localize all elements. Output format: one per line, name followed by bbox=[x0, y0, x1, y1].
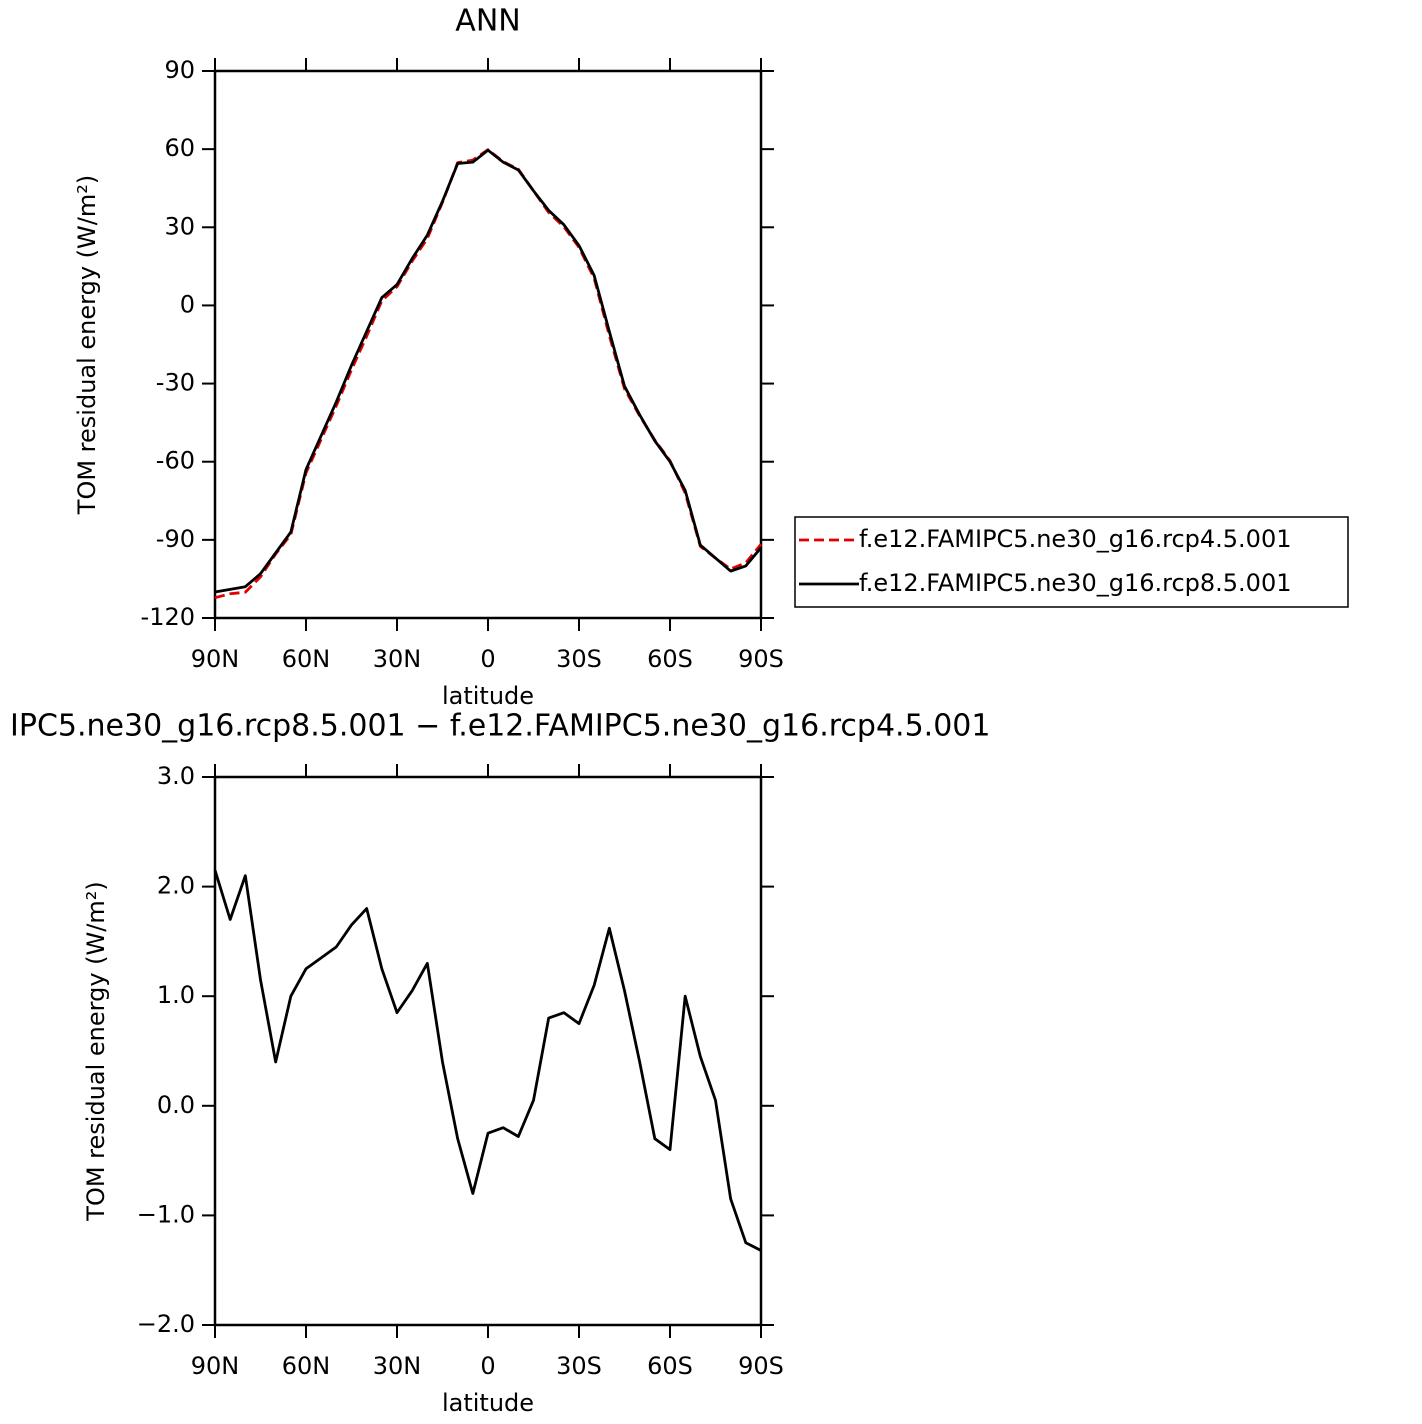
y-tick-label: −1.0 bbox=[137, 1200, 195, 1228]
series-line bbox=[213, 869, 762, 1252]
y-axis-label: TOM residual energy (W/m²) bbox=[82, 881, 110, 1221]
chart-title: ANN bbox=[455, 4, 520, 39]
x-tick-label: 60S bbox=[647, 1352, 693, 1380]
y-tick-label: -120 bbox=[141, 603, 195, 631]
x-tick-label: 30N bbox=[373, 1352, 422, 1380]
y-tick-label: 30 bbox=[164, 212, 195, 240]
y-tick-label: 3.0 bbox=[157, 762, 195, 790]
y-axis-label: TOM residual energy (W/m²) bbox=[73, 175, 101, 515]
series-line bbox=[214, 148, 763, 594]
legend-label: f.e12.FAMIPC5.ne30_g16.rcp8.5.001 bbox=[859, 569, 1292, 597]
y-tick-label: 0.0 bbox=[157, 1091, 195, 1119]
x-tick-label: 30N bbox=[373, 645, 422, 673]
y-tick-label: 1.0 bbox=[157, 981, 195, 1009]
x-tick-label: 60N bbox=[282, 645, 331, 673]
x-tick-label: 90S bbox=[738, 1352, 784, 1380]
x-tick-label: 90S bbox=[738, 645, 784, 673]
x-tick-label: 90N bbox=[191, 1352, 240, 1380]
x-axis-label: latitude bbox=[442, 682, 534, 710]
y-tick-label: 2.0 bbox=[157, 872, 195, 900]
plot-frame bbox=[213, 69, 763, 620]
x-tick-label: 90N bbox=[191, 645, 240, 673]
y-tick-label: -30 bbox=[156, 369, 195, 397]
plot-frame bbox=[213, 775, 763, 1327]
x-tick-label: 30S bbox=[556, 645, 602, 673]
x-tick-label: 60S bbox=[647, 645, 693, 673]
y-tick-label: 90 bbox=[164, 56, 195, 84]
chart-title: IPC5.ne30_g16.rcp8.5.001 − f.e12.FAMIPC5… bbox=[10, 709, 990, 744]
y-tick-label: -90 bbox=[156, 525, 195, 553]
y-tick-label: -60 bbox=[156, 447, 195, 475]
y-tick-label: −2.0 bbox=[137, 1310, 195, 1338]
y-tick-label: 60 bbox=[164, 134, 195, 162]
y-tick-label: 0 bbox=[180, 290, 195, 318]
legend-label: f.e12.FAMIPC5.ne30_g16.rcp4.5.001 bbox=[859, 525, 1292, 553]
x-tick-label: 0 bbox=[480, 1352, 495, 1380]
x-tick-label: 0 bbox=[480, 645, 495, 673]
series-line bbox=[214, 148, 763, 600]
x-tick-label: 60N bbox=[282, 1352, 331, 1380]
x-axis-label: latitude bbox=[442, 1389, 534, 1417]
legend-box bbox=[794, 516, 1349, 608]
x-tick-label: 30S bbox=[556, 1352, 602, 1380]
